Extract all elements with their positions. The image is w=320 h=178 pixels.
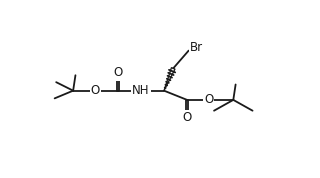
Text: O: O [113,66,123,79]
Text: O: O [91,84,100,97]
Text: NH: NH [132,84,150,97]
Text: O: O [204,93,213,106]
Text: Br: Br [190,41,203,54]
Text: O: O [182,111,192,124]
